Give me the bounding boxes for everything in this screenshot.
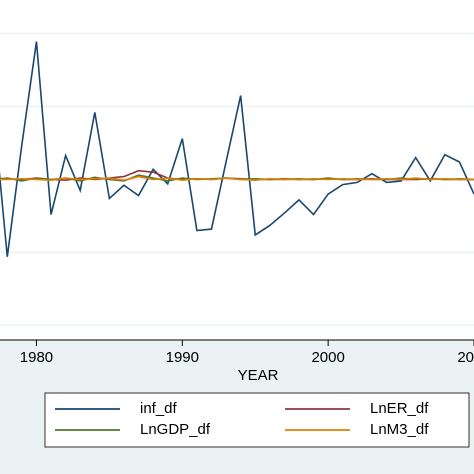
legend [44,392,470,448]
series-line [0,41,474,257]
legend-label: inf_df [140,400,178,417]
x-tick-label: 2000 [311,349,344,366]
legend-label: LnGDP_df [140,421,211,438]
legend-label: LnER_df [370,400,429,417]
legend-label: LnM3_df [370,421,429,438]
legend-items: inf_df LnER_df LnGDP_df LnM3_df [55,400,429,438]
x-tick-label: 2010 [457,349,474,366]
x-tick-label: 1980 [20,349,53,366]
series-line [0,175,474,182]
plot-area [0,0,474,340]
x-axis-label: YEAR [238,367,279,384]
x-ticks: 1980 1990 2000 2010 [20,340,474,366]
lines [0,41,474,257]
x-tick-label: 1990 [166,349,199,366]
